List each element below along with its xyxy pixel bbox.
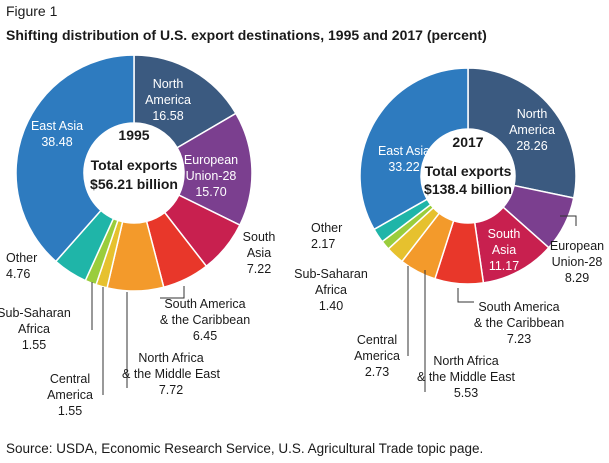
slice-label-2017-north_africa: North Africa & the Middle East 5.53 [417, 354, 515, 400]
slice-label-1995-sub_saharan: Sub-Saharan Africa 1.55 [0, 306, 71, 352]
slice-label-1995-central_america: Central America 1.55 [47, 372, 93, 418]
center-year-1995: 1995 [118, 127, 149, 143]
slice-label-1995-north_america: North America 16.58 [145, 77, 191, 123]
slice-label-1995-east_asia: East Asia 38.48 [31, 119, 83, 149]
leader-line-1995-south_america [160, 286, 185, 299]
slice-label-2017-north_america: North America 28.26 [509, 107, 555, 153]
figure-title: Shifting distribution of U.S. export des… [6, 27, 487, 43]
slice-label-2017-central_america: Central America 2.73 [354, 333, 400, 379]
slice-label-2017-sub_saharan: Sub-Saharan Africa 1.40 [294, 267, 368, 313]
leader-line-2017-eu28 [560, 215, 577, 226]
center-total-value-2017: $138.4 billion [424, 181, 512, 197]
slice-label-2017-south_america: South America & the Caribbean 7.23 [474, 300, 564, 346]
slice-1995-east_asia [15, 54, 135, 263]
slice-1995-north_america [133, 54, 237, 149]
donut-chart-1995: 1995 Total exports $56.21 billion North Amer… [0, 54, 276, 418]
slice-2017-north_america [467, 67, 577, 199]
slice-label-1995-other: Other 4.76 [6, 251, 37, 281]
figure-label: Figure 1 [6, 3, 58, 19]
slice-label-2017-other: Other 2.17 [311, 221, 342, 251]
slice-label-1995-eu28: European Union-28 15.70 [184, 153, 238, 199]
center-year-2017: 2017 [452, 134, 483, 150]
center-total-value-1995: $56.21 billion [90, 176, 178, 192]
slice-label-1995-south_america: South America & the Caribbean 6.45 [160, 297, 250, 343]
center-total-label-1995: Total exports [91, 157, 178, 173]
slice-label-1995-north_africa: North Africa & the Middle East 7.72 [122, 351, 220, 397]
slice-2017-east_asia [359, 67, 469, 231]
figure-source: Source: USDA, Economic Research Service,… [6, 441, 484, 456]
center-total-label-2017: Total exports [425, 163, 512, 179]
donut-chart-2017: 2017 Total exports $138.4 billion North Amer… [294, 67, 604, 400]
slice-label-2017-east_asia: East Asia 33.22 [378, 144, 430, 174]
leader-line-2017-south_america [457, 288, 474, 303]
slice-label-2017-south_asia: South Asia 11.17 [488, 227, 521, 273]
slice-label-2017-eu28: European Union-28 8.29 [550, 239, 604, 285]
slice-label-1995-south_asia: South Asia 7.22 [243, 230, 276, 276]
